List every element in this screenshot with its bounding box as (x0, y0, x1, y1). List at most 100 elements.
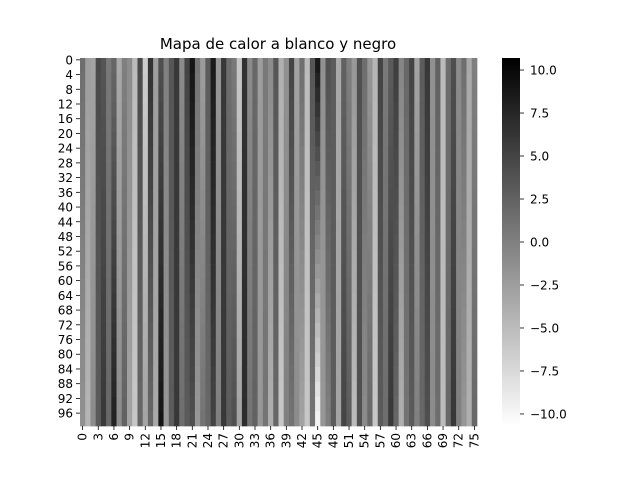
heatmap-cell (106, 367, 112, 382)
heatmap-cell (367, 367, 373, 382)
heatmap-cell (237, 102, 243, 117)
x-tick-label: 60 (389, 433, 403, 448)
heatmap-cell (393, 58, 399, 73)
heatmap-cell (373, 87, 379, 102)
heatmap-cell (111, 102, 117, 117)
x-tick-label: 21 (185, 433, 199, 448)
heatmap-cell (367, 161, 373, 176)
heatmap-cell (425, 411, 431, 426)
heatmap-cell (169, 382, 175, 397)
heatmap-cell (388, 411, 394, 426)
heatmap-cell (279, 249, 285, 264)
heatmap-cell (205, 235, 211, 250)
heatmap-cell (132, 235, 138, 250)
heatmap-cell (221, 264, 227, 279)
heatmap-cell (357, 176, 363, 191)
heatmap-cell (242, 323, 248, 338)
heatmap-cell (242, 411, 248, 426)
heatmap-cell (80, 235, 86, 250)
heatmap-cell (117, 294, 123, 309)
heatmap-cell (195, 397, 201, 412)
heatmap-cell (132, 382, 138, 397)
heatmap-cell (435, 176, 441, 191)
heatmap-cell (425, 308, 431, 323)
heatmap-cell (404, 117, 410, 132)
heatmap-cell (127, 235, 133, 250)
heatmap-cell (226, 294, 232, 309)
heatmap-cell (268, 279, 274, 294)
heatmap-cell (279, 264, 285, 279)
heatmap-cell (310, 132, 316, 147)
heatmap-cell (467, 264, 473, 279)
heatmap-cell (467, 279, 473, 294)
colorbar-tick-label: 5.0 (530, 150, 549, 164)
heatmap-cell (174, 235, 180, 250)
heatmap-cell (143, 279, 149, 294)
heatmap-cell (362, 249, 368, 264)
heatmap-cell (226, 176, 232, 191)
heatmap-cell (200, 87, 206, 102)
heatmap-cell (420, 352, 426, 367)
heatmap-cell (409, 352, 415, 367)
heatmap-cell (226, 58, 232, 73)
heatmap-cell (393, 397, 399, 412)
heatmap-cell (85, 117, 91, 132)
heatmap-cell (174, 73, 180, 88)
heatmap-cell (184, 249, 190, 264)
heatmap-cell (393, 338, 399, 353)
heatmap-cell (237, 411, 243, 426)
heatmap-cell (211, 367, 217, 382)
heatmap-cell (205, 58, 211, 73)
heatmap-cell (174, 338, 180, 353)
heatmap-cell (80, 205, 86, 220)
heatmap-cell (341, 294, 347, 309)
heatmap-cell (362, 308, 368, 323)
heatmap-cell (221, 176, 227, 191)
heatmap-cell (153, 102, 159, 117)
heatmap-cell (252, 220, 258, 235)
y-tick-label: 60 (58, 274, 73, 288)
x-tick-label: 33 (248, 433, 262, 448)
heatmap-cell (331, 190, 337, 205)
heatmap-cell (430, 367, 436, 382)
heatmap-cell (472, 146, 478, 161)
heatmap-cell (101, 323, 107, 338)
heatmap-cell (378, 367, 384, 382)
y-tick-label: 40 (58, 201, 73, 215)
heatmap-cell (221, 235, 227, 250)
heatmap-cell (195, 132, 201, 147)
x-tick-label: 9 (123, 433, 137, 441)
heatmap-cell (326, 411, 332, 426)
heatmap-cell (362, 352, 368, 367)
heatmap-cell (268, 382, 274, 397)
heatmap-cell (289, 367, 295, 382)
heatmap-cell (420, 308, 426, 323)
heatmap-cell (153, 397, 159, 412)
heatmap-cell (440, 235, 446, 250)
heatmap-cell (242, 190, 248, 205)
x-tick-label: 48 (326, 433, 340, 448)
heatmap-cell (158, 220, 164, 235)
heatmap-cell (263, 382, 269, 397)
heatmap-cell (331, 411, 337, 426)
heatmap-cell (310, 264, 316, 279)
heatmap-cell (226, 235, 232, 250)
heatmap-cell (247, 58, 253, 73)
heatmap-cell (190, 117, 196, 132)
heatmap-cell (373, 323, 379, 338)
heatmap-cell (420, 176, 426, 191)
heatmap-cell (179, 397, 185, 412)
heatmap-cell (111, 382, 117, 397)
heatmap-cell (420, 382, 426, 397)
chart-title: Mapa de calor a blanco y negro (160, 35, 396, 53)
heatmap-cell (315, 87, 321, 102)
heatmap-cell (440, 117, 446, 132)
heatmap-cell (195, 264, 201, 279)
heatmap-cell (221, 132, 227, 147)
heatmap-cell (148, 352, 154, 367)
heatmap-cell (456, 338, 462, 353)
heatmap-cell (127, 102, 133, 117)
heatmap-cell (456, 132, 462, 147)
heatmap-cell (399, 308, 405, 323)
heatmap-cell (467, 87, 473, 102)
